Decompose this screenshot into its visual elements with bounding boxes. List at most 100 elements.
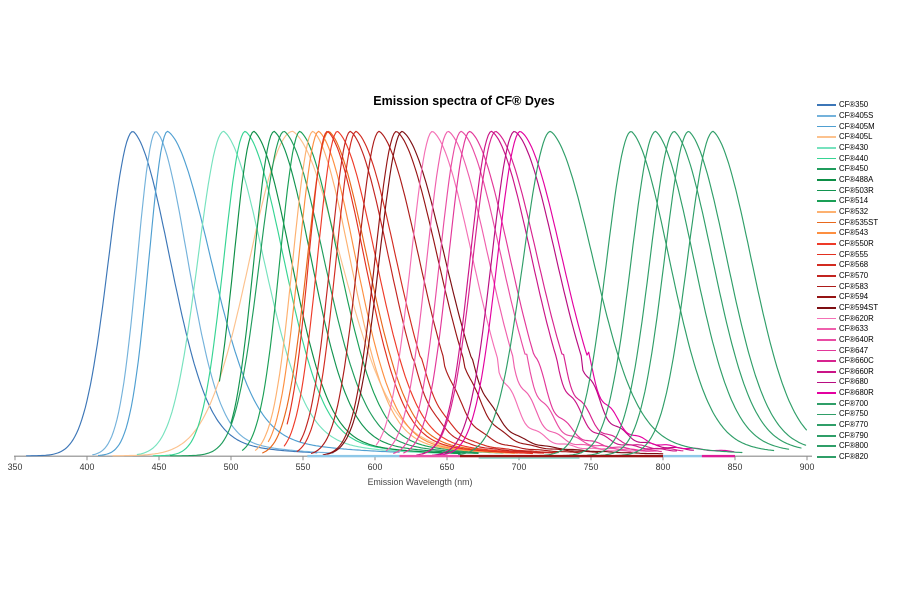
- legend-item: CF®800: [817, 441, 878, 452]
- legend-item: CF®450: [817, 164, 878, 175]
- legend-label: CF®570: [839, 270, 869, 280]
- legend-color-line: [817, 360, 836, 362]
- legend-color-line: [817, 200, 836, 203]
- curve-cf-583: [311, 130, 582, 454]
- legend-color-line: [817, 424, 836, 426]
- curve-cf-405s: [92, 131, 334, 456]
- legend-label: CF®350: [839, 100, 869, 110]
- legend-label: CF®594ST: [839, 302, 879, 312]
- legend-item: CF®750: [817, 409, 878, 420]
- legend-label: CF®543: [839, 228, 869, 238]
- legend-color-line: [817, 157, 836, 160]
- legend-color-line: [817, 285, 836, 288]
- x-tick-label: 600: [367, 462, 383, 472]
- legend-color-line: [817, 221, 836, 224]
- legend-item: CF®570: [817, 271, 878, 282]
- legend-label: CF®647: [839, 345, 869, 355]
- legend-label: CF®770: [839, 420, 869, 430]
- legend-color-line: [817, 338, 836, 341]
- curve-cf-555: [286, 130, 534, 455]
- legend-item: CF®568: [817, 260, 878, 271]
- legend: CF®350 CF®405S CF®405M CF®405L CF®430 CF®440 C…: [817, 100, 878, 462]
- legend-label: CF®535ST: [839, 217, 879, 227]
- legend-item: CF®350: [817, 100, 878, 111]
- curve-cf-680r: [437, 130, 735, 456]
- chart-title: Emission spectra of CF® Dyes: [373, 94, 555, 108]
- legend-color-line: [817, 392, 836, 394]
- x-tick-label: 700: [511, 462, 527, 472]
- legend-item: CF®633: [817, 324, 878, 335]
- legend-color-line: [817, 168, 836, 171]
- legend-color-line: [817, 370, 836, 373]
- legend-label: CF®640R: [839, 334, 874, 344]
- legend-item: CF®405S: [817, 111, 878, 122]
- curve-cf-660r: [421, 130, 678, 455]
- curve-cf-594st: [326, 130, 664, 455]
- legend-item: CF®700: [817, 398, 878, 409]
- legend-color-line: [817, 445, 836, 448]
- legend-color-line: [817, 264, 836, 267]
- legend-label: CF®405L: [839, 132, 873, 142]
- curve-cf-770: [544, 130, 790, 457]
- legend-item: CF®770: [817, 420, 878, 431]
- legend-item: CF®440: [817, 153, 878, 164]
- curve-cf-450: [169, 130, 479, 457]
- x-tick-label: 850: [727, 462, 743, 472]
- x-tick-label: 900: [799, 462, 815, 472]
- legend-color-line: [817, 317, 836, 320]
- x-tick-label: 650: [439, 462, 455, 472]
- x-tick-label: 450: [151, 462, 167, 472]
- legend-color-line: [817, 104, 836, 107]
- legend-label: CF®790: [839, 430, 869, 440]
- legend-item: CF®660C: [817, 356, 878, 367]
- x-axis-label: Emission Wavelength (nm): [367, 477, 473, 487]
- curve-cf-633: [385, 130, 645, 452]
- legend-label: CF®450: [839, 164, 869, 174]
- legend-color-line: [817, 211, 836, 213]
- curve-cf-750: [524, 131, 775, 457]
- curve-cf-820: [593, 130, 807, 457]
- curve-cf-405m: [97, 130, 400, 456]
- curve-cf-488a: [218, 130, 461, 455]
- legend-label: CF®700: [839, 398, 869, 408]
- legend-label: CF®532: [839, 206, 869, 216]
- curve-cf-620r: [375, 131, 632, 453]
- legend-label: CF®430: [839, 143, 869, 153]
- legend-color-line: [817, 349, 836, 352]
- curve-cf-568: [296, 130, 559, 454]
- legend-item: CF®647: [817, 345, 878, 356]
- legend-item: CF®790: [817, 430, 878, 441]
- legend-label: CF®750: [839, 409, 869, 419]
- legend-color-line: [817, 232, 836, 235]
- x-tick-label: 550: [295, 462, 311, 472]
- legend-color-line: [817, 179, 836, 181]
- legend-label: CF®660R: [839, 366, 874, 376]
- legend-color-line: [817, 381, 836, 384]
- x-tick-label: 800: [655, 462, 671, 472]
- legend-item: CF®488A: [817, 175, 878, 186]
- legend-item: CF®680R: [817, 388, 878, 399]
- legend-color-line: [817, 296, 836, 298]
- curve-cf-800: [571, 130, 807, 457]
- curve-cf-514: [241, 130, 504, 454]
- legend-label: CF®405S: [839, 111, 874, 121]
- curve-cf-594: [322, 131, 599, 456]
- legend-item: CF®555: [817, 249, 878, 260]
- legend-color-line: [817, 434, 836, 437]
- legend-label: CF®555: [839, 249, 869, 259]
- curve-cf-405l: [112, 130, 518, 457]
- legend-item: CF®680: [817, 377, 878, 388]
- curve-cf-550r: [283, 130, 545, 454]
- legend-item: CF®543: [817, 228, 878, 239]
- legend-item: CF®820: [817, 452, 878, 463]
- legend-label: CF®594: [839, 292, 869, 302]
- legend-item: CF®640R: [817, 334, 878, 345]
- baseline-band: [459, 454, 663, 458]
- legend-item: CF®594ST: [817, 302, 878, 313]
- legend-color-line: [817, 115, 836, 117]
- legend-item: CF®503R: [817, 185, 878, 196]
- legend-item: CF®532: [817, 207, 878, 218]
- legend-item: CF®514: [817, 196, 878, 207]
